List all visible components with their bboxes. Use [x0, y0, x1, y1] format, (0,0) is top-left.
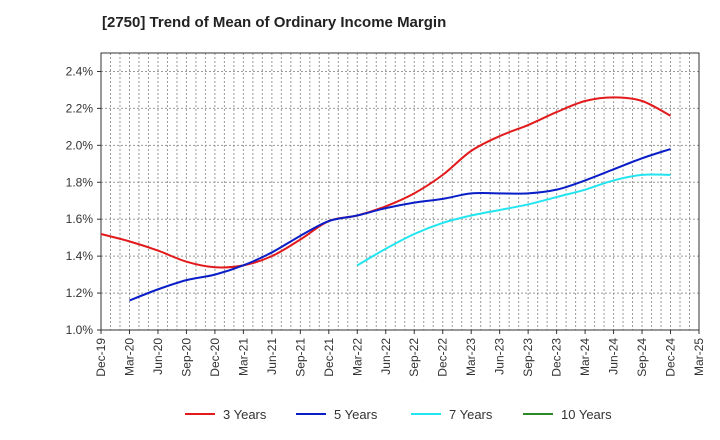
y-tick-label: 2.0%: [66, 138, 94, 152]
legend-label-7-years: 7 Years: [449, 407, 493, 422]
y-tick-label: 2.4%: [66, 64, 94, 78]
x-tick-label: Dec-22: [436, 338, 450, 377]
chart-title: [2750] Trend of Mean of Ordinary Income …: [102, 14, 447, 31]
x-tick-label: Dec-23: [550, 338, 564, 377]
x-tick-label: Sep-20: [179, 338, 193, 377]
x-tick-label: Dec-19: [94, 338, 108, 377]
plot-area: [101, 53, 699, 330]
y-tick-label: 1.2%: [66, 286, 94, 300]
x-tick-label: Dec-20: [208, 338, 222, 377]
x-tick-label: Mar-22: [350, 338, 364, 376]
x-tick-label: Jun-20: [151, 338, 165, 375]
x-tick-label: Mar-21: [236, 338, 250, 376]
x-tick-label: Jun-22: [379, 338, 393, 375]
x-tick-label: Dec-24: [664, 338, 678, 377]
x-tick-label: Jun-21: [265, 338, 279, 375]
x-tick-label: Mar-20: [122, 338, 136, 376]
series-line-3-years: [100, 96, 671, 269]
y-tick-label: 1.4%: [66, 249, 94, 263]
x-tick-label: Mar-25: [692, 338, 706, 376]
y-tick-label: 1.8%: [66, 175, 94, 189]
series-line-7-years: [356, 173, 671, 267]
y-tick-label: 2.2%: [66, 101, 94, 115]
legend-label-5-years: 5 Years: [334, 407, 378, 422]
x-tick-label: Sep-22: [407, 338, 421, 377]
series-line-5-years: [129, 148, 671, 302]
legend-label-3-years: 3 Years: [223, 407, 267, 422]
x-tick-label: Sep-21: [293, 338, 307, 377]
y-tick-label: 1.6%: [66, 212, 94, 226]
x-tick-label: Mar-24: [578, 338, 592, 376]
legend-label-10-years: 10 Years: [561, 407, 612, 422]
x-tick-label: Jun-23: [493, 338, 507, 375]
x-tick-label: Sep-24: [635, 338, 649, 377]
x-tick-label: Mar-23: [464, 338, 478, 376]
y-tick-label: 1.0%: [66, 323, 94, 337]
x-tick-label: Sep-23: [521, 338, 535, 377]
x-tick-label: Dec-21: [322, 338, 336, 377]
plot-border: [100, 52, 700, 331]
x-tick-label: Jun-24: [607, 338, 621, 375]
